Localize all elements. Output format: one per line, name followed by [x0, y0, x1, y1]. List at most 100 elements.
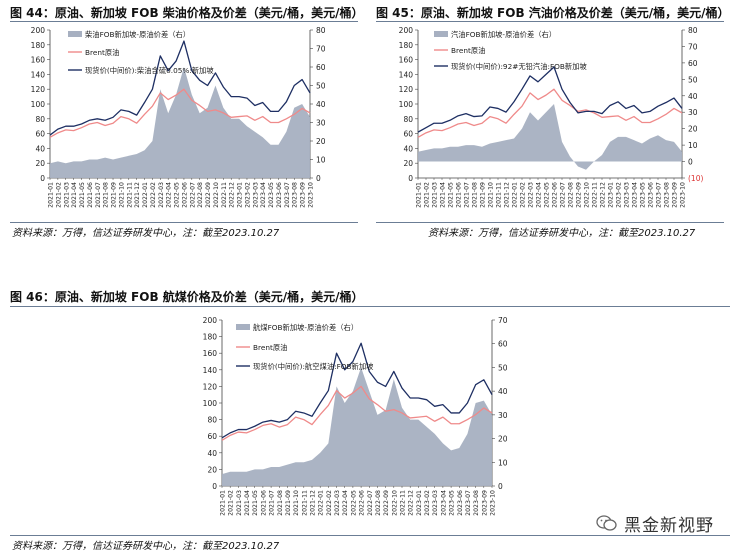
y-tick-label-left: 160: [203, 349, 218, 358]
x-tick-label: 2023-06: [457, 490, 464, 516]
x-tick-label: 2021-05: [79, 182, 86, 208]
x-tick-label: 2021-03: [236, 490, 243, 516]
x-tick-label: 2022-12: [408, 490, 415, 516]
y-tick-label-right: 30: [316, 119, 326, 128]
x-tick-label: 2022-06: [359, 490, 366, 516]
y-tick-label-left: 180: [399, 41, 414, 50]
series-area-spread: [418, 104, 682, 170]
x-tick-label: 2021-12: [504, 182, 511, 208]
x-tick-label: 2021-02: [55, 182, 62, 208]
y-tick-label-left: 80: [35, 115, 45, 124]
y-tick-label-left: 100: [203, 399, 218, 408]
watermark-text: 黑金新视野: [624, 515, 714, 536]
x-tick-label: 2023-09: [300, 182, 307, 208]
x-tick-label: 2023-09: [481, 490, 488, 516]
series-line-product: [221, 342, 493, 439]
x-tick-label: 2023-07: [284, 182, 291, 208]
legend-label: 汽油FOB新加坡-原油价差（右）: [451, 30, 556, 39]
legend-label: Brent原油: [451, 46, 485, 55]
y-tick-label-left: 120: [31, 85, 46, 94]
y-tick-label-right: 20: [688, 125, 698, 134]
x-tick-label: 2021-06: [260, 490, 267, 516]
x-tick-label: 2021-04: [440, 182, 447, 208]
x-tick-label: 2021-11: [496, 182, 503, 208]
source-rule-fig44: [10, 222, 358, 223]
legend-label: 航煤FOB新加坡-原油价差（右）: [253, 323, 358, 332]
y-tick-label-left: 0: [212, 482, 217, 491]
y-tick-label-left: 200: [399, 26, 414, 35]
x-tick-label: 2023-02: [244, 182, 251, 208]
x-tick-label: 2023-10: [308, 182, 315, 208]
x-tick-label: 2021-10: [293, 490, 300, 516]
x-tick-label: 2023-03: [252, 182, 259, 208]
title-rule-fig45: [376, 21, 724, 22]
x-tick-label: 2022-03: [528, 182, 535, 208]
x-tick-label: 2023-05: [640, 182, 647, 208]
x-tick-label: 2022-01: [142, 182, 149, 208]
x-tick-label: 2023-09: [672, 182, 679, 208]
y-tick-label-right: 40: [688, 92, 698, 101]
series-area-spread: [50, 67, 310, 178]
y-tick-label-left: 0: [40, 174, 45, 183]
y-tick-label-left: 200: [31, 26, 46, 35]
x-tick-label: 2021-06: [87, 182, 94, 208]
x-tick-label: 2023-04: [260, 182, 267, 208]
wechat-icon: [596, 515, 617, 531]
legend-label: 现货价(中间价):航空煤油:FOB新加坡: [253, 362, 374, 371]
x-tick-label: 2021-02: [424, 182, 431, 208]
x-tick-label: 2023-03: [624, 182, 631, 208]
x-tick-label: 2023-08: [292, 182, 299, 208]
y-tick-label-left: 20: [35, 159, 45, 168]
y-tick-label-right: 20: [316, 137, 326, 146]
x-tick-label: 2021-10: [118, 182, 125, 208]
y-tick-label-right: 10: [688, 141, 698, 150]
x-tick-label: 2021-08: [103, 182, 110, 208]
x-tick-label: 2022-11: [592, 182, 599, 208]
x-tick-label: 2022-05: [174, 182, 181, 208]
x-tick-label: 2021-09: [285, 490, 292, 516]
y-tick-label-right: 60: [688, 59, 698, 68]
x-tick-label: 2023-01: [608, 182, 615, 208]
x-tick-label: 2021-12: [310, 490, 317, 516]
x-tick-label: 2022-05: [544, 182, 551, 208]
x-tick-label: 2023-07: [465, 490, 472, 516]
x-tick-label: 2021-08: [472, 182, 479, 208]
chart-title-fig46: 图 46：原油、新加坡 FOB 航煤价格及价差（美元/桶，美元/桶）: [10, 290, 364, 304]
x-tick-label: 2022-03: [158, 182, 165, 208]
x-tick-label: 2022-05: [350, 490, 357, 516]
x-tick-label: 2023-05: [268, 182, 275, 208]
y-tick-label-left: 140: [203, 366, 218, 375]
x-tick-label: 2022-02: [150, 182, 157, 208]
x-tick-label: 2022-04: [166, 182, 173, 208]
y-tick-label-right: 50: [316, 82, 326, 91]
x-tick-label: 2023-06: [648, 182, 655, 208]
x-tick-label: 2021-11: [126, 182, 133, 208]
x-tick-label: 2021-05: [252, 490, 259, 516]
x-tick-label: 2023-08: [473, 490, 480, 516]
y-tick-label-right: 80: [688, 26, 698, 35]
chart-fig44: 0 20 40 60 80 100 120 140 160 180 200 0 10 20 30 40 50 60…: [31, 26, 326, 208]
y-tick-label-left: 120: [203, 382, 218, 391]
x-tick-label: 2023-10: [680, 182, 687, 208]
y-tick-label-right: 50: [498, 363, 508, 372]
x-tick-label: 2023-04: [632, 182, 639, 208]
y-tick-label-right: 10: [316, 156, 326, 165]
x-tick-label: 2021-08: [277, 490, 284, 516]
y-tick-label-left: 160: [31, 56, 46, 65]
series-line-product: [49, 40, 311, 136]
x-tick-label: 2022-07: [189, 182, 196, 208]
y-tick-label-left: 0: [408, 174, 413, 183]
y-tick-label-right: 0: [498, 482, 503, 491]
x-tick-label: 2021-03: [63, 182, 70, 208]
y-tick-label-left: 80: [207, 416, 217, 425]
y-tick-label-left: 20: [207, 465, 217, 474]
x-tick-label: 2021-12: [134, 182, 141, 208]
x-tick-label: 2021-05: [448, 182, 455, 208]
x-tick-label: 2021-04: [244, 490, 251, 516]
title-rule-fig44: [10, 21, 358, 22]
y-tick-label-left: 140: [399, 70, 414, 79]
x-tick-label: 2022-11: [221, 182, 228, 208]
x-tick-label: 2021-07: [464, 182, 471, 208]
x-tick-label: 2022-11: [400, 490, 407, 516]
x-tick-label: 2022-07: [367, 490, 374, 516]
